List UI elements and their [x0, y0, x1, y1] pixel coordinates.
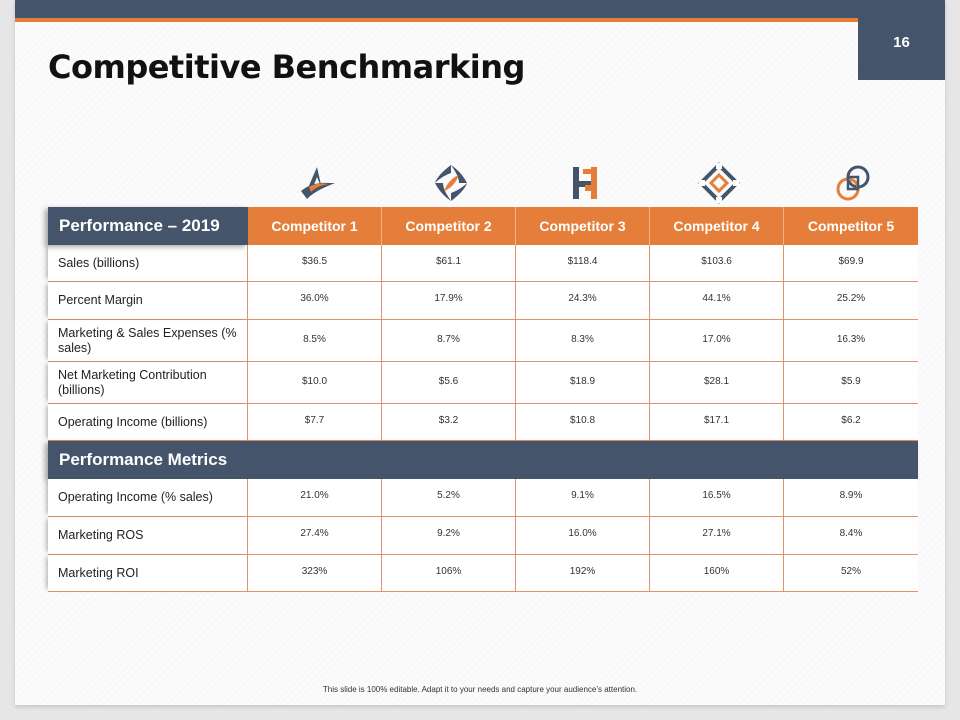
- row-label: Operating Income (billions): [48, 404, 248, 440]
- row-label: Sales (billions): [48, 245, 248, 281]
- diamond-leaf-logo-icon: [384, 160, 518, 206]
- diamond-knot-logo-icon: [652, 160, 786, 206]
- cell-value: $3.2: [382, 404, 516, 440]
- cell-value: $28.1: [650, 362, 784, 403]
- cell-value: $5.9: [841, 376, 861, 387]
- table-row: Marketing & Sales Expenses (% sales) 8.5…: [48, 320, 918, 362]
- slide: 16 Competitive Benchmarking: [15, 0, 945, 705]
- cell-value: 27.1%: [650, 517, 784, 554]
- table-row: Sales (billions) $36.5 $61.1 $118.4 $103…: [48, 245, 918, 282]
- table-row: Marketing ROI 323% 106% 192% 160% 52%: [48, 555, 918, 592]
- cell-value: 160%: [650, 555, 784, 591]
- table-row: Operating Income (% sales) 21.0% 5.2% 9.…: [48, 479, 918, 517]
- cell-value: 52%: [840, 566, 861, 577]
- top-accent-line: [15, 18, 858, 22]
- competitor-3-header: Competitor 3: [516, 207, 650, 245]
- cell-value: $6.2: [841, 415, 861, 426]
- performance-metrics-section: Performance Metrics: [48, 441, 918, 479]
- performance-2019-header: Performance – 2019: [48, 207, 248, 245]
- table-header: Performance – 2019 Competitor 1 Competit…: [48, 207, 918, 245]
- cell-value: 17.9%: [382, 282, 516, 319]
- cell-value: 8.9%: [839, 490, 863, 501]
- row-label: Net Marketing Contribution (billions): [48, 362, 248, 403]
- triangle-swoosh-logo-icon: [250, 160, 384, 206]
- table-row: Operating Income (billions) $7.7 $3.2 $1…: [48, 404, 918, 441]
- cell-value: 27.4%: [248, 517, 382, 554]
- competitor-4-header: Competitor 4: [650, 207, 784, 245]
- cell-value: $103.6: [650, 245, 784, 281]
- row-label: Operating Income (% sales): [48, 479, 248, 516]
- top-bar: [15, 0, 858, 18]
- row-label: Marketing ROI: [48, 555, 248, 591]
- cell-value: 8.4%: [839, 528, 863, 539]
- cell-value: 8.7%: [382, 320, 516, 361]
- cell-value: $61.1: [382, 245, 516, 281]
- cell-value: 9.1%: [516, 479, 650, 516]
- cell-value: $18.9: [516, 362, 650, 403]
- cell-value: $10.8: [516, 404, 650, 440]
- cell-value: 16.3%: [836, 334, 866, 345]
- cell-value: $5.6: [382, 362, 516, 403]
- page-number: 16: [858, 0, 945, 80]
- cell-value: 36.0%: [248, 282, 382, 319]
- linked-circle-square-logo-icon: [786, 160, 920, 206]
- cell-value: 16.5%: [650, 479, 784, 516]
- table-row: Marketing ROS 27.4% 9.2% 16.0% 27.1% 8.4…: [48, 517, 918, 555]
- competitor-1-header: Competitor 1: [248, 207, 382, 245]
- cell-value: $36.5: [248, 245, 382, 281]
- cell-value: $69.9: [838, 256, 864, 267]
- h-bracket-logo-icon: [518, 160, 652, 206]
- cell-value: 16.0%: [516, 517, 650, 554]
- cell-value: 5.2%: [382, 479, 516, 516]
- cell-value: $17.1: [650, 404, 784, 440]
- cell-value: 323%: [248, 555, 382, 591]
- table-row: Percent Margin 36.0% 17.9% 24.3% 44.1% 2…: [48, 282, 918, 320]
- benchmark-table: Performance – 2019 Competitor 1 Competit…: [48, 207, 918, 592]
- cell-value: $10.0: [248, 362, 382, 403]
- cell-value: 17.0%: [650, 320, 784, 361]
- cell-value: 21.0%: [248, 479, 382, 516]
- cell-value: 106%: [382, 555, 516, 591]
- competitor-2-header: Competitor 2: [382, 207, 516, 245]
- competitor-logos: [250, 160, 920, 206]
- cell-value: $7.7: [248, 404, 382, 440]
- cell-value: 44.1%: [650, 282, 784, 319]
- cell-value: 8.5%: [248, 320, 382, 361]
- cell-value: 8.3%: [516, 320, 650, 361]
- row-label: Percent Margin: [48, 282, 248, 319]
- cell-value: 24.3%: [516, 282, 650, 319]
- cell-value: 25.2%: [836, 293, 866, 304]
- cell-value: 9.2%: [382, 517, 516, 554]
- cell-value: $118.4: [516, 245, 650, 281]
- table-row: Net Marketing Contribution (billions) $1…: [48, 362, 918, 404]
- page-title: Competitive Benchmarking: [48, 48, 525, 86]
- cell-value: 192%: [516, 555, 650, 591]
- row-label: Marketing ROS: [48, 517, 248, 554]
- footer-note: This slide is 100% editable. Adapt it to…: [322, 685, 638, 694]
- row-label: Marketing & Sales Expenses (% sales): [48, 320, 248, 361]
- competitor-5-header: Competitor 5: [784, 207, 918, 245]
